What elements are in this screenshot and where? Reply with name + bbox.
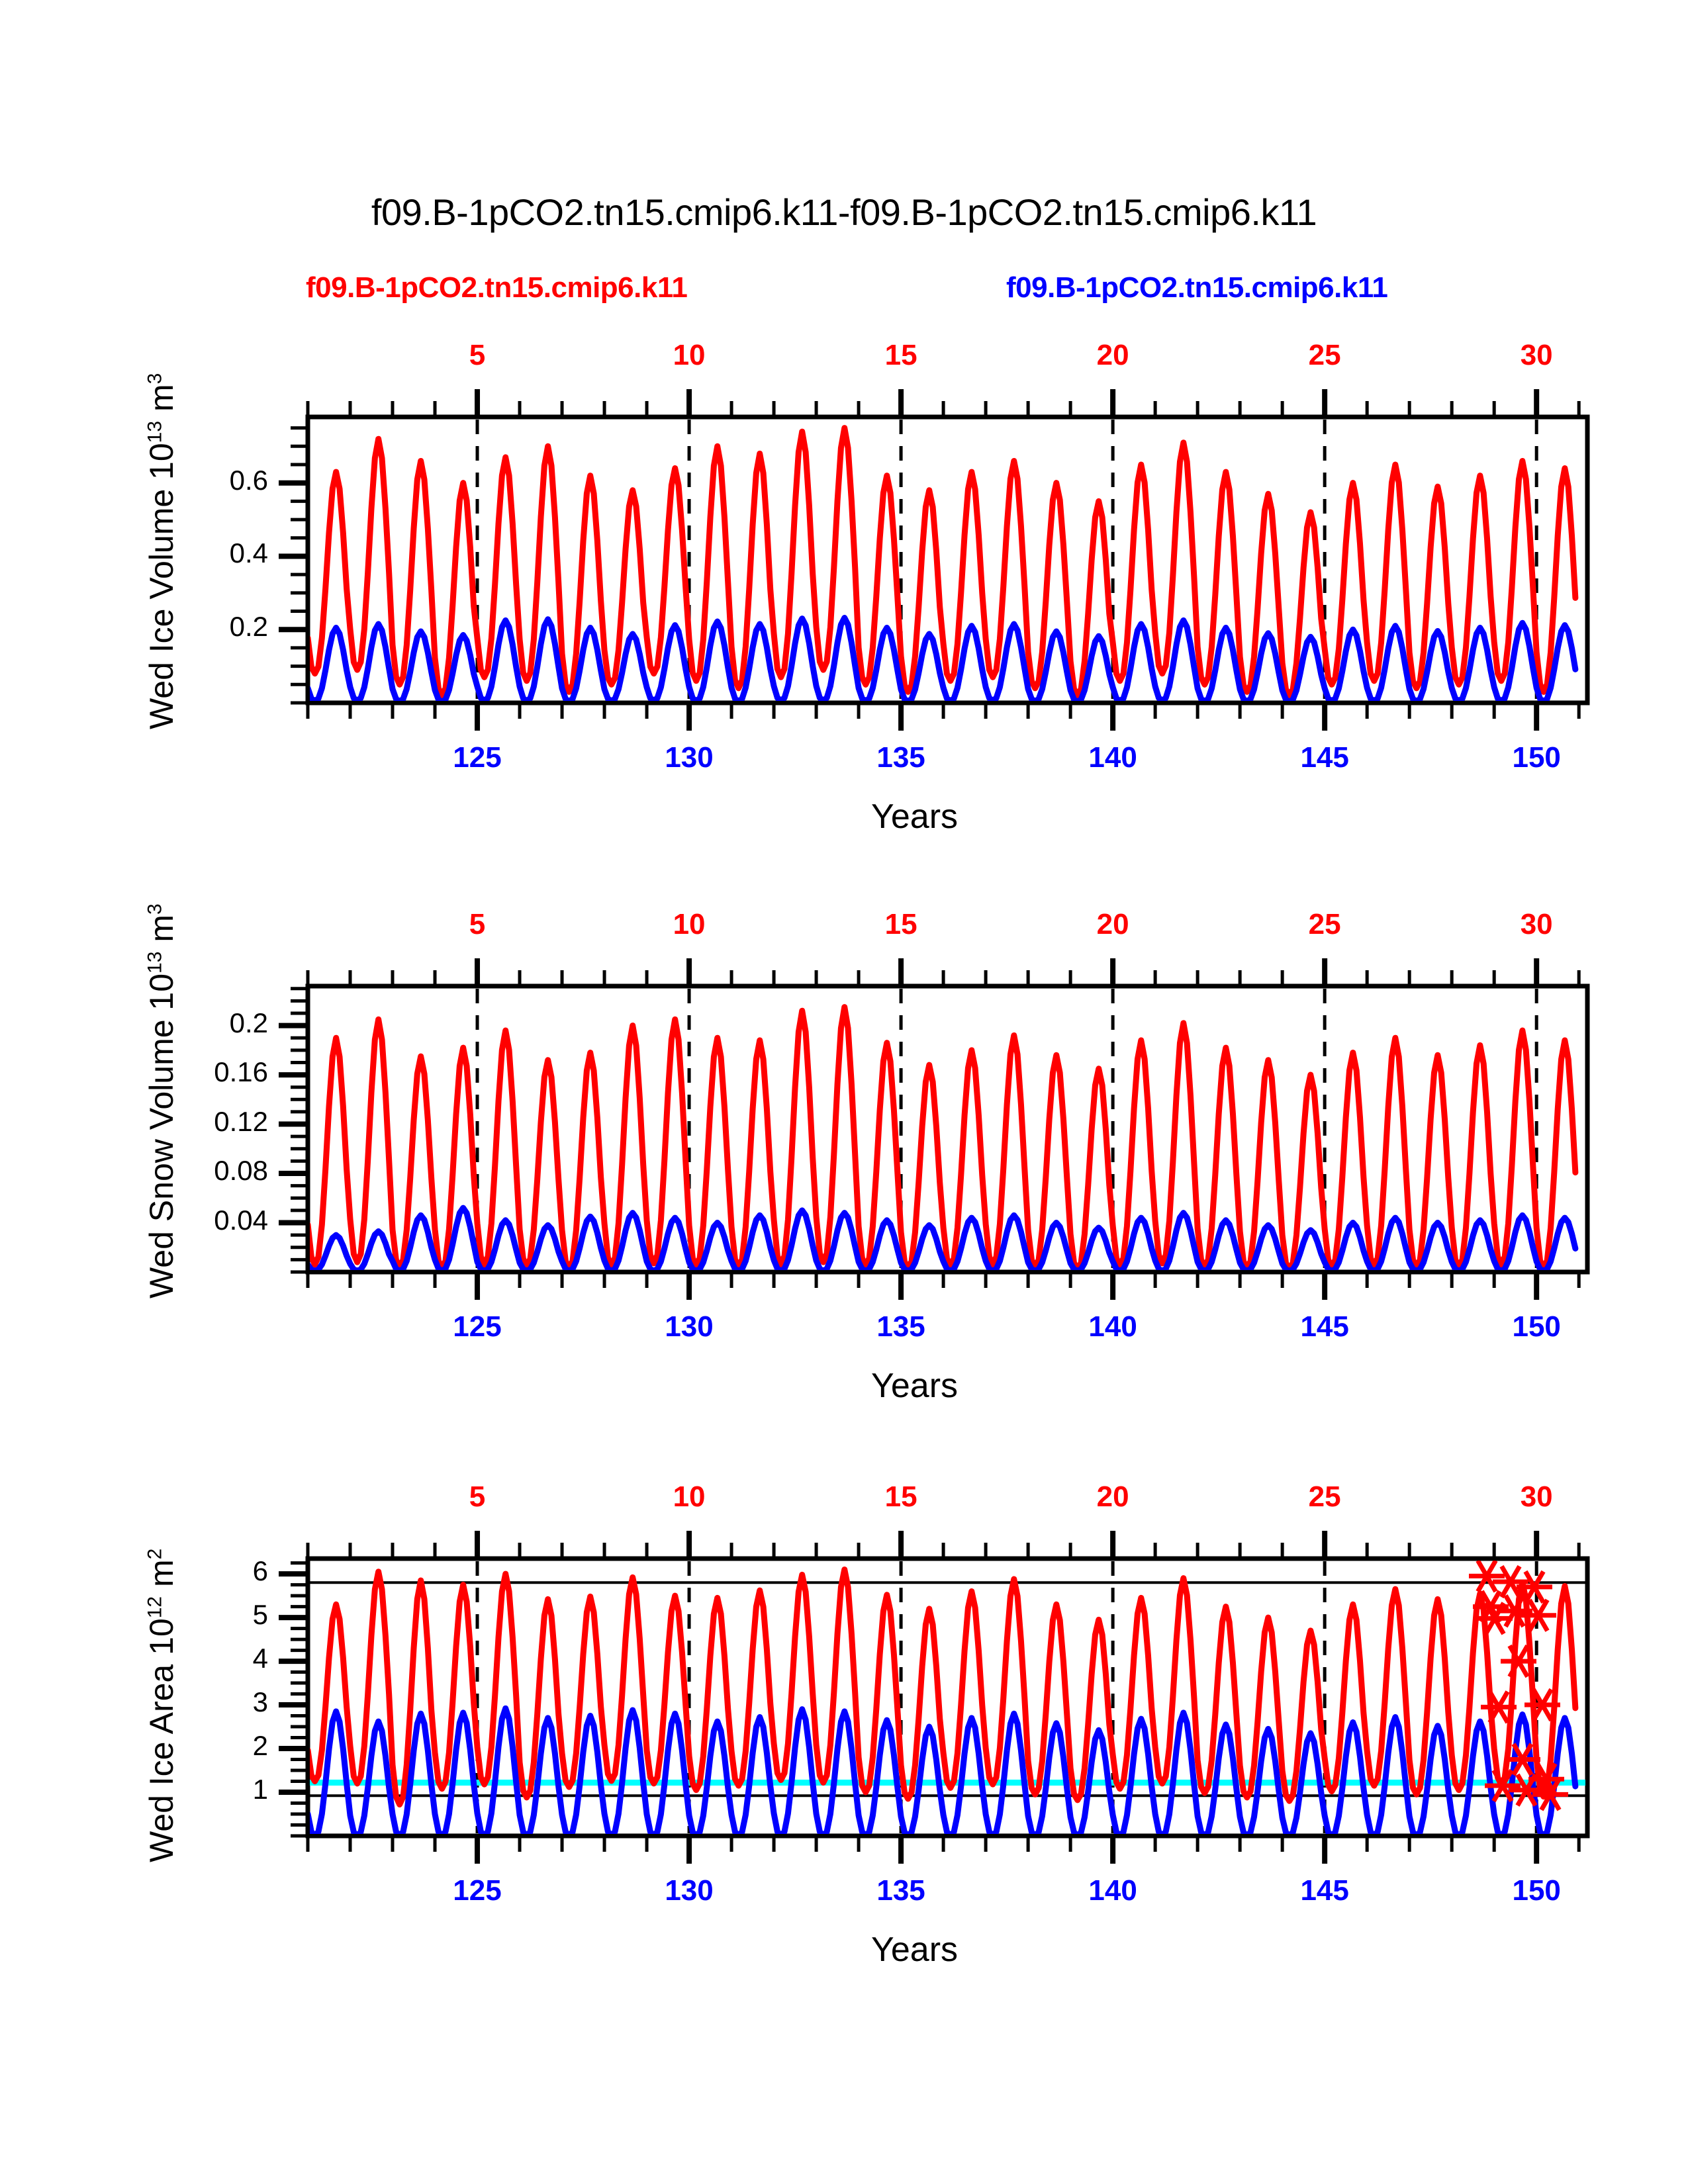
asterisk-marker — [1485, 1768, 1521, 1803]
x-tick-label-top: 20 — [1096, 339, 1129, 371]
x-tick-label-top: 30 — [1520, 339, 1553, 371]
x-tick-label-bottom: 140 — [1088, 1874, 1137, 1907]
x-tick-label-bottom: 135 — [876, 1310, 925, 1343]
y-tick-label: 0.2 — [229, 611, 268, 643]
asterisk-marker — [1509, 1773, 1544, 1807]
x-tick-label-bottom: 140 — [1088, 741, 1137, 774]
x-tick-label-bottom: 125 — [453, 741, 502, 774]
series-line-blue — [310, 615, 1579, 701]
y-tick-label: 0.16 — [214, 1056, 268, 1088]
asterisk-marker — [1493, 1565, 1528, 1599]
x-tick-label-bottom: 140 — [1088, 1310, 1137, 1343]
asterisk-marker — [1473, 1590, 1509, 1623]
x-tick-label-top: 10 — [673, 908, 706, 940]
y-axis-label-text: Wed Snow Volume 1013 m3 — [143, 903, 180, 1298]
asterisk-marker — [1497, 1594, 1532, 1628]
y-tick-label: 2 — [252, 1730, 268, 1762]
x-tick-label-top: 20 — [1096, 908, 1129, 940]
y-tick-label: 0.2 — [229, 1007, 268, 1038]
plot-frame — [305, 1556, 1590, 1839]
plot-frame — [305, 983, 1590, 1275]
x-tick-label-top: 25 — [1308, 339, 1341, 371]
asterisk-marker — [1517, 1570, 1552, 1604]
asterisk-marker — [1469, 1561, 1505, 1593]
x-tick-label-bottom: 145 — [1300, 741, 1349, 774]
y-axis-label-snow-volume: Wed Snow Volume 1013 m3 — [142, 903, 181, 1298]
y-tick-label: 0.08 — [214, 1155, 268, 1187]
x-tick-label-top: 25 — [1308, 908, 1341, 940]
x-tick-label-top: 15 — [884, 908, 917, 940]
x-tick-label-bottom: 145 — [1300, 1310, 1349, 1343]
series-line-blue — [310, 1205, 1579, 1270]
x-tick-label-top: 30 — [1520, 908, 1553, 940]
legend-blue-case: f09.B-1pCO2.tn15.cmip6.k11 — [1006, 271, 1388, 304]
asterisk-marker — [1477, 1602, 1513, 1635]
x-tick-label-bottom: 130 — [665, 1310, 714, 1343]
y-tick-label: 0.12 — [214, 1105, 268, 1137]
x-axis-title: Years — [870, 1931, 959, 1969]
plot-frame — [305, 414, 1590, 705]
x-tick-label-top: 5 — [469, 339, 486, 371]
x-tick-label-top: 10 — [673, 1480, 706, 1513]
y-tick-label: 0.04 — [214, 1204, 268, 1236]
asterisk-marker — [1528, 1762, 1564, 1796]
x-axis-title: Years — [870, 797, 959, 836]
x-tick-label-top: 15 — [884, 339, 917, 371]
asterisk-marker — [1481, 1690, 1517, 1724]
x-tick-label-bottom: 135 — [876, 741, 925, 774]
x-tick-label-bottom: 125 — [453, 1874, 502, 1907]
x-tick-label-bottom: 145 — [1300, 1874, 1349, 1907]
x-axis-title: Years — [870, 1367, 959, 1405]
x-tick-label-top: 5 — [469, 1480, 486, 1513]
x-tick-label-top: 10 — [673, 339, 706, 371]
y-tick-label: 4 — [252, 1643, 268, 1674]
series-line-red — [310, 1567, 1579, 1807]
x-tick-label-bottom: 150 — [1512, 1310, 1561, 1343]
x-tick-label-bottom: 125 — [453, 1310, 502, 1343]
asterisk-marker — [1521, 1598, 1556, 1632]
series-line-blue — [310, 1705, 1579, 1834]
y-tick-label: 1 — [252, 1774, 268, 1805]
asterisk-marker — [1501, 1644, 1536, 1678]
x-tick-label-top: 25 — [1308, 1480, 1341, 1513]
series-line-red — [310, 425, 1579, 699]
y-tick-label: 0.4 — [229, 537, 268, 569]
legend-red-case: f09.B-1pCO2.tn15.cmip6.k11 — [306, 271, 688, 304]
x-tick-label-bottom: 135 — [876, 1874, 925, 1907]
page-title: f09.B-1pCO2.tn15.cmip6.k11-f09.B-1pCO2.t… — [371, 191, 1317, 233]
x-tick-label-top: 5 — [469, 908, 486, 940]
y-tick-label: 6 — [252, 1555, 268, 1587]
x-tick-label-top: 15 — [884, 1480, 917, 1513]
y-tick-label: 0.6 — [229, 464, 268, 496]
x-tick-label-bottom: 130 — [665, 1874, 714, 1907]
series-line-red — [310, 1004, 1579, 1270]
asterisk-marker — [1505, 1743, 1540, 1776]
y-tick-label: 3 — [252, 1686, 268, 1718]
y-tick-label: 5 — [252, 1599, 268, 1631]
x-tick-label-bottom: 130 — [665, 741, 714, 774]
asterisk-marker — [1524, 1688, 1560, 1722]
x-tick-label-bottom: 150 — [1512, 741, 1561, 774]
x-tick-label-top: 30 — [1520, 1480, 1553, 1513]
x-tick-label-top: 20 — [1096, 1480, 1129, 1513]
asterisk-marker — [1532, 1778, 1568, 1811]
x-tick-label-bottom: 150 — [1512, 1874, 1561, 1907]
